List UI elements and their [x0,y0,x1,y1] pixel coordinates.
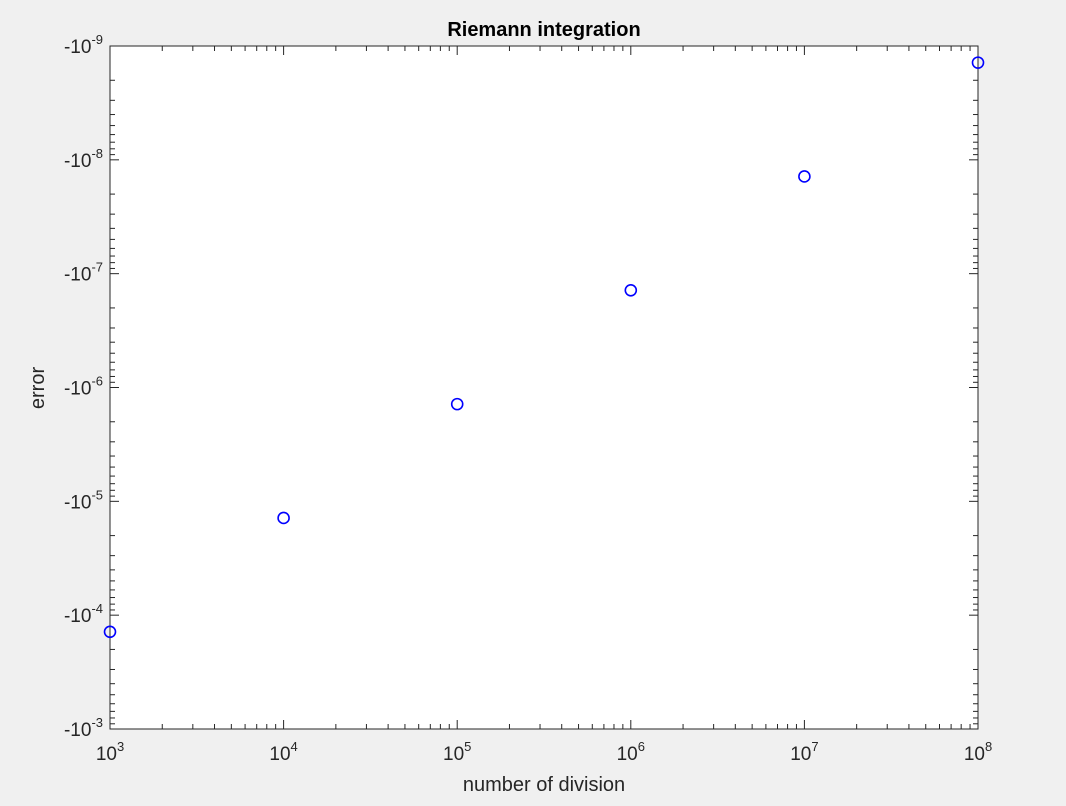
x-tick-label: 106 [617,739,645,765]
data-point [103,625,117,639]
chart-title: Riemann integration [447,19,640,41]
y-tick-label: -10-3 [64,715,103,741]
y-tick-label: -10-6 [64,374,103,400]
data-point [624,284,638,297]
y-axis-label: error [27,367,49,410]
x-tick-label: 107 [790,739,818,765]
plot-area [110,46,978,729]
x-tick-label: 105 [443,739,471,765]
x-tick-labels: 103 104 105 106 107 108 [96,739,992,765]
x-tick-label: 104 [269,739,297,765]
minor-ticks [110,46,978,729]
x-axis-label: number of division [463,774,625,796]
x-tick-label: 103 [96,739,124,765]
data-series [103,56,985,639]
data-point [450,397,464,411]
y-tick-label: -10-8 [64,146,103,172]
y-tick-label: -10-4 [64,601,103,627]
y-tick-labels: -10-3 -10-4 -10-5 -10-6 -10-7 -10-8 -10-9 [64,32,103,741]
y-tick-label: -10-5 [64,487,103,513]
data-point [798,170,811,183]
data-point [277,511,290,525]
data-point [971,56,985,69]
y-tick-label: -10-9 [64,32,103,58]
x-tick-label: 108 [964,739,992,765]
axes-box [109,45,979,730]
y-tick-label: -10-7 [64,260,103,286]
